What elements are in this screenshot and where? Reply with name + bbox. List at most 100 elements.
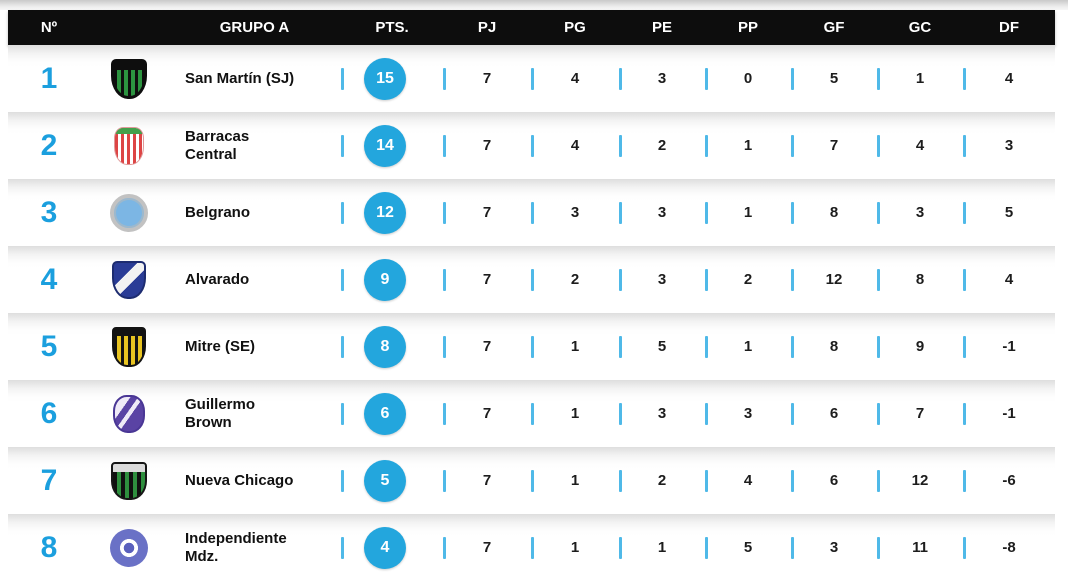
pj-cell: 7	[443, 137, 531, 154]
position-number: 7	[40, 463, 58, 497]
pg-cell: 1	[531, 472, 619, 489]
team-name: Nueva Chicago	[185, 471, 294, 489]
pp-cell: 1	[705, 338, 791, 355]
pp-cell: 5	[705, 539, 791, 556]
header-pts: PTS.	[375, 19, 409, 36]
table-row: 8 Independiente Mdz. 4 7 1 1 5 3 11 -8	[8, 514, 1055, 581]
pe-cell: 2	[619, 472, 705, 489]
team-name: Barracas Central	[185, 127, 250, 163]
nueva-chicago-crest-icon	[111, 461, 147, 500]
header-pg: PG	[564, 19, 586, 36]
table-row: 2 Barracas Central 14 7 4 2 1 7 4 3	[8, 112, 1055, 179]
pj-cell: 7	[443, 338, 531, 355]
header-gc: GC	[908, 19, 932, 36]
points-cell: 5	[341, 459, 443, 502]
points-badge: 4	[364, 526, 406, 569]
pp-cell: 0	[705, 70, 791, 87]
gc-cell: 9	[877, 338, 963, 355]
guillermo-brown-crest-icon	[113, 394, 145, 433]
gf-cell: 8	[791, 204, 877, 221]
gf-cell: 6	[791, 405, 877, 422]
position-number: 3	[40, 195, 58, 229]
header-gf: GF	[823, 19, 845, 36]
crest-cell	[90, 326, 168, 367]
table-header: Nº GRUPO A PTS. PJ PG PE PP GF GC DF	[8, 10, 1055, 45]
standings-table: Nº GRUPO A PTS. PJ PG PE PP GF GC DF 1 S…	[8, 10, 1055, 581]
points-cell: 8	[341, 325, 443, 368]
crest-cell	[90, 260, 168, 299]
top-strip	[0, 0, 1068, 10]
alvarado-crest-icon	[112, 260, 146, 299]
pe-cell: 5	[619, 338, 705, 355]
points-cell: 4	[341, 526, 443, 569]
points-badge: 9	[364, 258, 406, 301]
points-badge: 5	[364, 459, 406, 502]
pg-cell: 1	[531, 539, 619, 556]
table-row: 4 Alvarado 9 7 2 3 2 12 8 4	[8, 246, 1055, 313]
mitre-se-crest-icon	[112, 326, 146, 367]
table-row: 1 San Martín (SJ) 15 7 4 3 0 5 1 4	[8, 45, 1055, 112]
gf-cell: 3	[791, 539, 877, 556]
pp-cell: 3	[705, 405, 791, 422]
table-row: 7 Nueva Chicago 5 7 1 2 4 6 12 -6	[8, 447, 1055, 514]
points-cell: 6	[341, 392, 443, 435]
gc-cell: 12	[877, 472, 963, 489]
gf-cell: 8	[791, 338, 877, 355]
pe-cell: 3	[619, 70, 705, 87]
gf-cell: 7	[791, 137, 877, 154]
points-badge: 15	[364, 57, 406, 100]
belgrano-crest-icon	[110, 193, 148, 232]
header-position: Nº	[40, 19, 58, 36]
team-name: Alvarado	[185, 270, 250, 288]
pj-cell: 7	[443, 70, 531, 87]
gc-cell: 3	[877, 204, 963, 221]
pp-cell: 4	[705, 472, 791, 489]
crest-cell	[90, 394, 168, 433]
position-number: 5	[40, 329, 58, 363]
header-pp: PP	[737, 19, 758, 36]
team-name: Guillermo Brown	[185, 395, 256, 431]
gc-cell: 4	[877, 137, 963, 154]
pg-cell: 4	[531, 70, 619, 87]
pe-cell: 3	[619, 271, 705, 288]
team-name: San Martín (SJ)	[185, 69, 295, 87]
pg-cell: 1	[531, 405, 619, 422]
position-number: 8	[40, 530, 58, 564]
pj-cell: 7	[443, 539, 531, 556]
df-cell: 3	[963, 137, 1055, 154]
crest-cell	[90, 193, 168, 232]
points-cell: 15	[341, 57, 443, 100]
pp-cell: 1	[705, 204, 791, 221]
points-badge: 12	[364, 191, 406, 234]
position-number: 6	[40, 396, 58, 430]
pg-cell: 3	[531, 204, 619, 221]
points-badge: 14	[364, 124, 406, 167]
gf-cell: 12	[791, 271, 877, 288]
crest-cell	[90, 58, 168, 99]
crest-cell	[90, 528, 168, 567]
df-cell: -8	[963, 539, 1055, 556]
points-cell: 9	[341, 258, 443, 301]
team-name: Mitre (SE)	[185, 337, 256, 355]
df-cell: 4	[963, 70, 1055, 87]
pe-cell: 3	[619, 405, 705, 422]
table-row: 3 Belgrano 12 7 3 3 1 8 3 5	[8, 179, 1055, 246]
gc-cell: 1	[877, 70, 963, 87]
table-row: 6 Guillermo Brown 6 7 1 3 3 6 7 -1	[8, 380, 1055, 447]
points-cell: 14	[341, 124, 443, 167]
pj-cell: 7	[443, 472, 531, 489]
df-cell: 4	[963, 271, 1055, 288]
gf-cell: 6	[791, 472, 877, 489]
crest-cell	[90, 461, 168, 500]
table-row: 5 Mitre (SE) 8 7 1 5 1 8 9 -1	[8, 313, 1055, 380]
team-name: Belgrano	[185, 203, 251, 221]
pg-cell: 2	[531, 271, 619, 288]
pj-cell: 7	[443, 271, 531, 288]
pe-cell: 1	[619, 539, 705, 556]
crest-cell	[90, 126, 168, 165]
df-cell: -6	[963, 472, 1055, 489]
position-number: 1	[40, 61, 58, 95]
barracas-central-crest-icon	[114, 126, 144, 165]
header-pj: PJ	[477, 19, 497, 36]
gc-cell: 11	[877, 539, 963, 556]
